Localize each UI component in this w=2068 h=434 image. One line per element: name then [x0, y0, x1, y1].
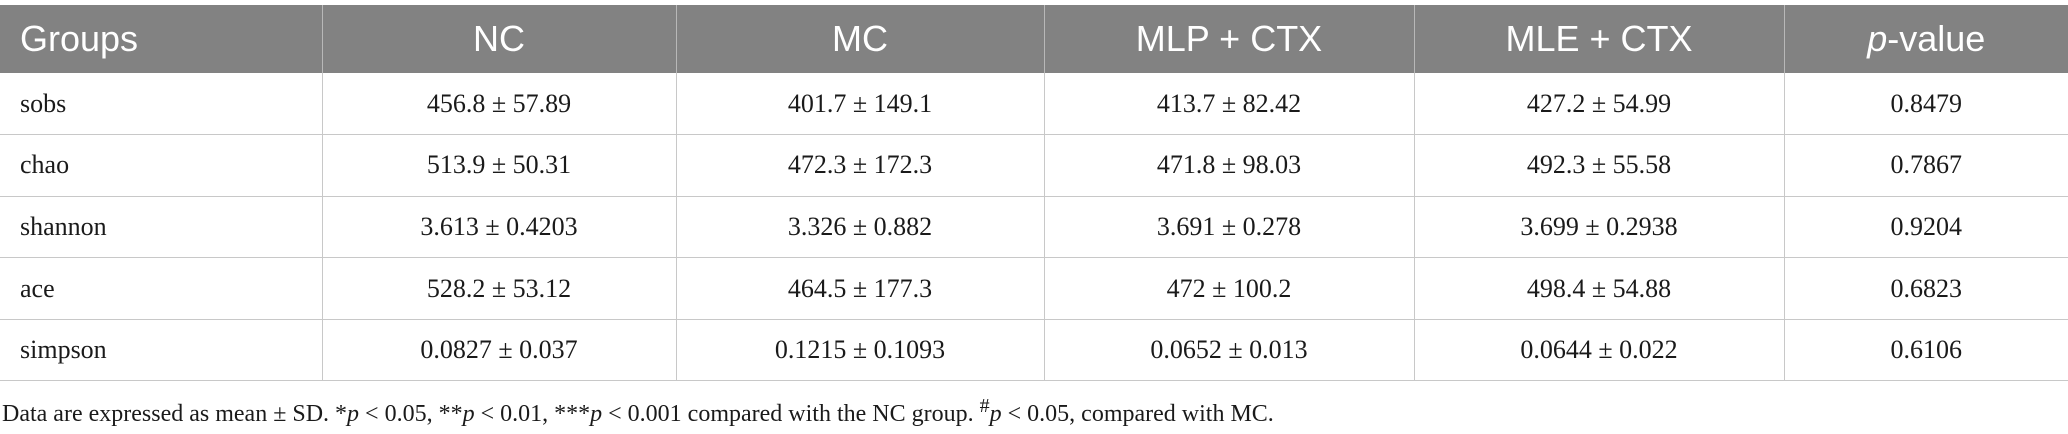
header-mc: MC [675, 5, 1044, 73]
table-cell: sobs [0, 73, 322, 136]
table-cell: 3.613 ± 0.4203 [321, 196, 676, 259]
footnote-text: < 0.01, *** [474, 401, 591, 427]
table-row: ace 528.2 ± 53.12 464.5 ± 177.3 472 ± 10… [0, 257, 2068, 320]
table-cell: 0.0644 ± 0.022 [1413, 319, 1784, 382]
table-cell: 528.2 ± 53.12 [321, 257, 676, 320]
header-groups: Groups [20, 18, 139, 59]
table-cell: 498.4 ± 54.88 [1413, 257, 1784, 320]
table-cell: 401.7 ± 149.1 [675, 73, 1044, 136]
footnote-text: Data are expressed as mean ± SD. * [2, 401, 348, 427]
table-cell: 0.6106 [1783, 319, 2068, 382]
table-row: shannon 3.613 ± 0.4203 3.326 ± 0.882 3.6… [0, 196, 2068, 259]
table-cell: ace [0, 257, 322, 320]
table-cell: 492.3 ± 55.58 [1413, 134, 1784, 197]
table-cell: 472.3 ± 172.3 [675, 134, 1044, 197]
header-mlp-ctx: MLP + CTX [1043, 5, 1414, 73]
table-cell: 464.5 ± 177.3 [675, 257, 1044, 320]
table-cell: shannon [0, 196, 322, 259]
table-cell: 3.699 ± 0.2938 [1413, 196, 1784, 259]
header-mle-ctx: MLE + CTX [1413, 5, 1784, 73]
table-cell: 0.0827 ± 0.037 [321, 319, 676, 382]
table-cell: 0.0652 ± 0.013 [1043, 319, 1414, 382]
table-cell: chao [0, 134, 322, 197]
table-cell: 3.691 ± 0.278 [1043, 196, 1414, 259]
footnote-text: < 0.05, compared with MC. [1001, 401, 1274, 427]
table-cell: 427.2 ± 54.99 [1413, 73, 1784, 136]
footnote-p-italic: p [590, 401, 603, 427]
table-cell: 0.9204 [1783, 196, 2068, 259]
header-p-italic: p [1867, 18, 1888, 59]
table-cell: 0.7867 [1783, 134, 2068, 197]
table-cell: simpson [0, 319, 322, 382]
table-cell: 456.8 ± 57.89 [321, 73, 676, 136]
table-header-row: Groups NC MC MLP + CTX MLE + CTX p-value [0, 5, 2068, 73]
table-row: sobs 456.8 ± 57.89 401.7 ± 149.1 413.7 ±… [0, 73, 2068, 136]
table-cell: 3.326 ± 0.882 [675, 196, 1044, 259]
table-row: simpson 0.0827 ± 0.037 0.1215 ± 0.1093 0… [0, 319, 2068, 382]
footnote-p-italic: p [989, 401, 1002, 427]
footnote-text: < 0.05, ** [359, 401, 463, 427]
footnote-p-italic: p [347, 401, 360, 427]
table-footnote: Data are expressed as mean ± SD. *p < 0.… [2, 395, 1274, 428]
footnote-p-italic: p [462, 401, 475, 427]
header-value-suffix: -value [1887, 18, 1986, 59]
header-p-value: p-value [1783, 5, 2068, 73]
data-table-container: Groups NC MC MLP + CTX MLE + CTX p-value… [0, 5, 2068, 382]
table-cell: 0.6823 [1783, 257, 2068, 320]
table-cell: 0.8479 [1783, 73, 2068, 136]
table-cell: 0.1215 ± 0.1093 [675, 319, 1044, 382]
table-cell: 471.8 ± 98.03 [1043, 134, 1414, 197]
header-nc: NC [321, 5, 676, 73]
table-row: chao 513.9 ± 50.31 472.3 ± 172.3 471.8 ±… [0, 134, 2068, 197]
footnote-hash-marker: # [979, 395, 990, 417]
table-cell: 472 ± 100.2 [1043, 257, 1414, 320]
table-cell: 413.7 ± 82.42 [1043, 73, 1414, 136]
table-cell: 513.9 ± 50.31 [321, 134, 676, 197]
footnote-text: < 0.001 compared with the NC group. [602, 401, 980, 427]
data-table: Groups NC MC MLP + CTX MLE + CTX p-value… [0, 5, 2068, 382]
